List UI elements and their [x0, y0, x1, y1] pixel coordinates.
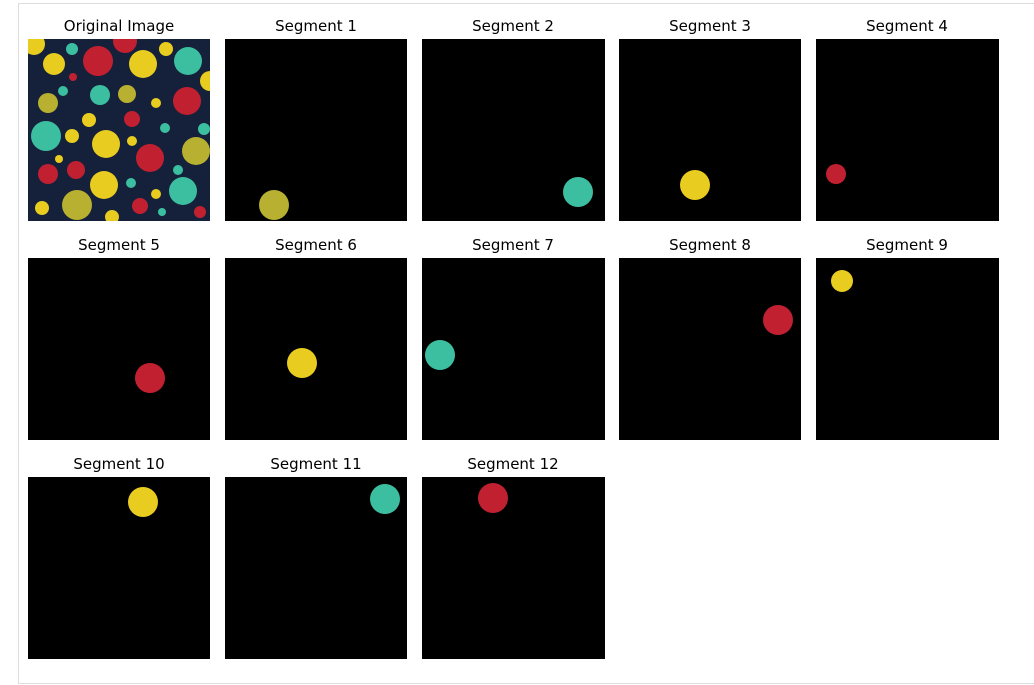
- segment-panel: [422, 39, 605, 221]
- segment-panel: [816, 258, 999, 440]
- panel-title: Segment 2: [472, 17, 554, 35]
- panel-title: Segment 4: [866, 17, 948, 35]
- panel-title: Segment 12: [467, 455, 558, 473]
- panel-title: Segment 8: [669, 236, 751, 254]
- segment-panel: [28, 477, 210, 659]
- segment-panel: [422, 258, 605, 440]
- panel-title: Segment 10: [73, 455, 164, 473]
- segment-panel: [422, 477, 605, 659]
- segment-panel: [619, 258, 801, 440]
- segment-panel: [816, 39, 999, 221]
- segment-panel: [225, 258, 407, 440]
- panel-title: Segment 5: [78, 236, 160, 254]
- panel-title: Segment 6: [275, 236, 357, 254]
- segment-panel: [225, 477, 407, 659]
- panel-title: Segment 9: [866, 236, 948, 254]
- segment-panel: [28, 258, 210, 440]
- segment-panel: [619, 39, 801, 221]
- panel-title: Segment 11: [270, 455, 361, 473]
- panel-title: Original Image: [64, 17, 174, 35]
- panel-title: Segment 7: [472, 236, 554, 254]
- panel-title: Segment 3: [669, 17, 751, 35]
- panel-title: Segment 1: [275, 17, 357, 35]
- original-image: [28, 39, 210, 221]
- segment-panel: [225, 39, 407, 221]
